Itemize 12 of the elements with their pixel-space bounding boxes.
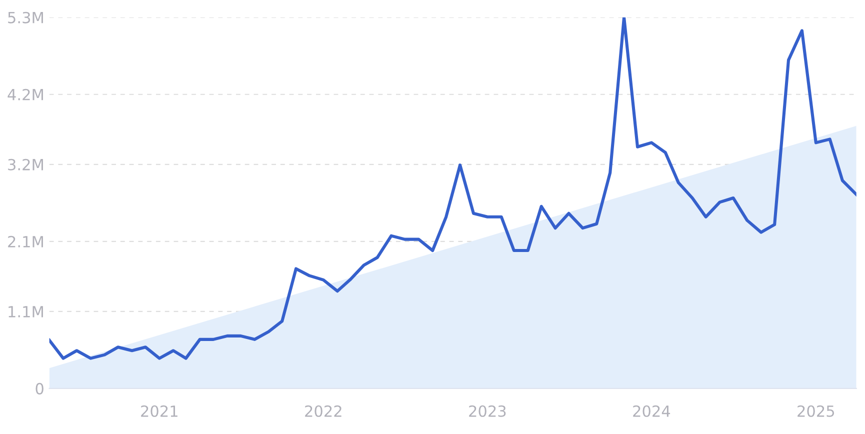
x-tick-label: 2022 bbox=[305, 405, 342, 417]
y-tick-label: 0 bbox=[36, 382, 44, 394]
y-tick-label: 5.3M bbox=[8, 12, 43, 24]
y-tick-label: 2.1M bbox=[8, 236, 43, 248]
y-tick-label: 1.1M bbox=[8, 306, 43, 318]
x-tick-label: 2024 bbox=[633, 405, 670, 417]
line-series bbox=[49, 17, 856, 360]
x-tick-label: 2021 bbox=[141, 405, 178, 417]
y-tick-label: 4.2M bbox=[8, 88, 43, 100]
x-tick-label: 2023 bbox=[469, 405, 506, 417]
x-tick-label: 2025 bbox=[798, 405, 834, 417]
y-tick-label: 3.2M bbox=[8, 158, 43, 170]
